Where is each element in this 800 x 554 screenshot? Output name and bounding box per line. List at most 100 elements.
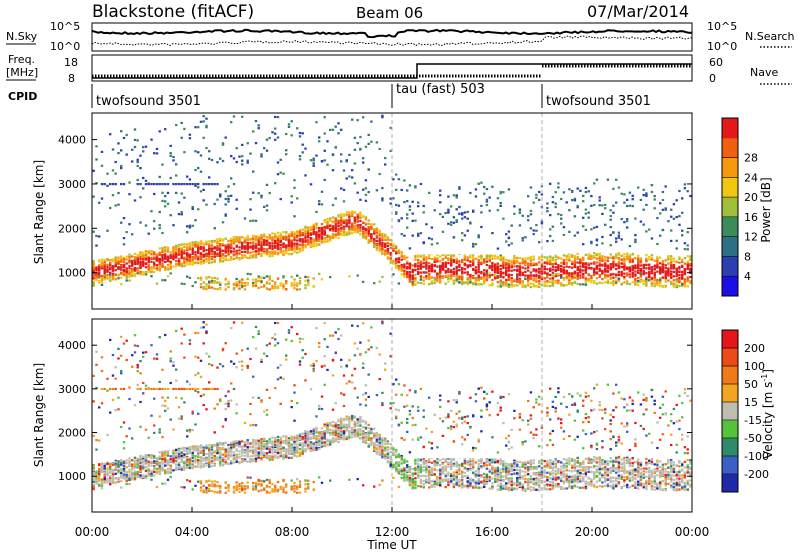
data-cell: [279, 198, 282, 201]
data-cell: [546, 262, 549, 265]
data-cell: [216, 241, 219, 244]
data-cell: [150, 460, 153, 463]
data-cell: [408, 184, 412, 187]
data-cell: [639, 259, 643, 262]
data-cell: [183, 261, 186, 264]
data-cell: [452, 280, 456, 283]
data-cell: [191, 207, 194, 210]
data-cell: [686, 267, 689, 271]
data-cell: [98, 469, 101, 472]
data-cell: [120, 149, 123, 152]
data-cell: [675, 270, 678, 273]
data-cell: [128, 181, 131, 184]
data-cell: [609, 273, 612, 277]
data-cell: [455, 194, 458, 197]
data-cell: [155, 147, 159, 150]
data-cell: [518, 268, 522, 271]
data-cell: [557, 182, 560, 185]
data-cell: [477, 234, 480, 237]
data-cell: [227, 243, 230, 246]
data-cell: [136, 463, 139, 466]
data-cell: [419, 282, 423, 285]
data-cell: [199, 286, 203, 289]
data-cell: [133, 266, 137, 270]
data-cell: [502, 257, 505, 260]
data-cell: [425, 267, 428, 270]
data-cell: [411, 274, 414, 277]
data-cell: [221, 239, 225, 242]
data-cell: [444, 255, 447, 258]
data-cell: [469, 278, 472, 281]
data-cell: [551, 195, 555, 199]
data-cell: [546, 284, 549, 287]
data-cell: [150, 266, 153, 269]
data-cell: [252, 254, 255, 257]
data-cell: [246, 142, 249, 145]
data-cell: [403, 269, 406, 272]
data-cell: [560, 213, 563, 217]
data-cell: [309, 237, 313, 240]
data-cell: [414, 258, 417, 261]
data-cell: [675, 278, 678, 281]
data-cell: [590, 240, 593, 243]
data-cell: [298, 231, 302, 234]
data-cell: [177, 183, 181, 186]
data-cell: [318, 239, 321, 242]
data-cell: [469, 191, 472, 195]
data-cell: [623, 275, 626, 278]
data-cell: [298, 131, 302, 135]
data-cell: [219, 157, 222, 160]
data-cell: [615, 273, 618, 276]
data-cell: [461, 232, 464, 235]
data-cell: [466, 264, 469, 267]
data-cell: [315, 242, 318, 245]
data-cell: [202, 188, 205, 191]
data-cell: [645, 260, 648, 263]
data-cell: [268, 251, 271, 254]
data-cell: [653, 195, 656, 198]
data-cell: [422, 265, 425, 268]
data-cell: [364, 229, 368, 232]
data-cell: [117, 462, 120, 465]
data-cell: [169, 254, 172, 257]
data-cell: [656, 260, 659, 263]
data-cell: [609, 209, 612, 212]
data-cell: [400, 268, 403, 271]
data-cell: [576, 204, 579, 208]
data-cell: [639, 268, 643, 271]
data-cell: [114, 460, 117, 463]
data-cell: [389, 202, 392, 205]
data-cell: [136, 383, 139, 386]
data-cell: [230, 237, 233, 240]
data-cell: [92, 270, 95, 273]
data-cell: [568, 257, 571, 260]
data-cell: [144, 476, 148, 479]
data-cell: [439, 260, 442, 263]
data-cell: [650, 281, 654, 284]
data-cell: [535, 224, 538, 227]
data-cell: [485, 257, 489, 260]
data-cell: [114, 472, 117, 475]
data-cell: [595, 271, 599, 275]
data-cell: [375, 236, 379, 239]
data-cell: [106, 472, 109, 475]
data-cell: [532, 282, 535, 286]
data-cell: [164, 205, 167, 208]
data-cell: [450, 277, 453, 281]
data-cell: [678, 280, 681, 283]
data-cell: [620, 262, 623, 265]
data-cell: [483, 258, 486, 262]
nsky-label: N.Sky: [6, 30, 38, 43]
data-cell: [172, 247, 175, 250]
data-cell: [180, 250, 183, 254]
data-cell: [147, 436, 150, 439]
data-cell: [488, 276, 491, 279]
data-cell: [166, 268, 170, 271]
data-cell: [384, 236, 387, 239]
data-cell: [472, 256, 475, 259]
data-cell: [224, 283, 227, 286]
data-cell: [274, 138, 277, 141]
data-cell: [208, 244, 211, 247]
data-cell: [133, 476, 137, 479]
data-cell: [221, 242, 225, 245]
